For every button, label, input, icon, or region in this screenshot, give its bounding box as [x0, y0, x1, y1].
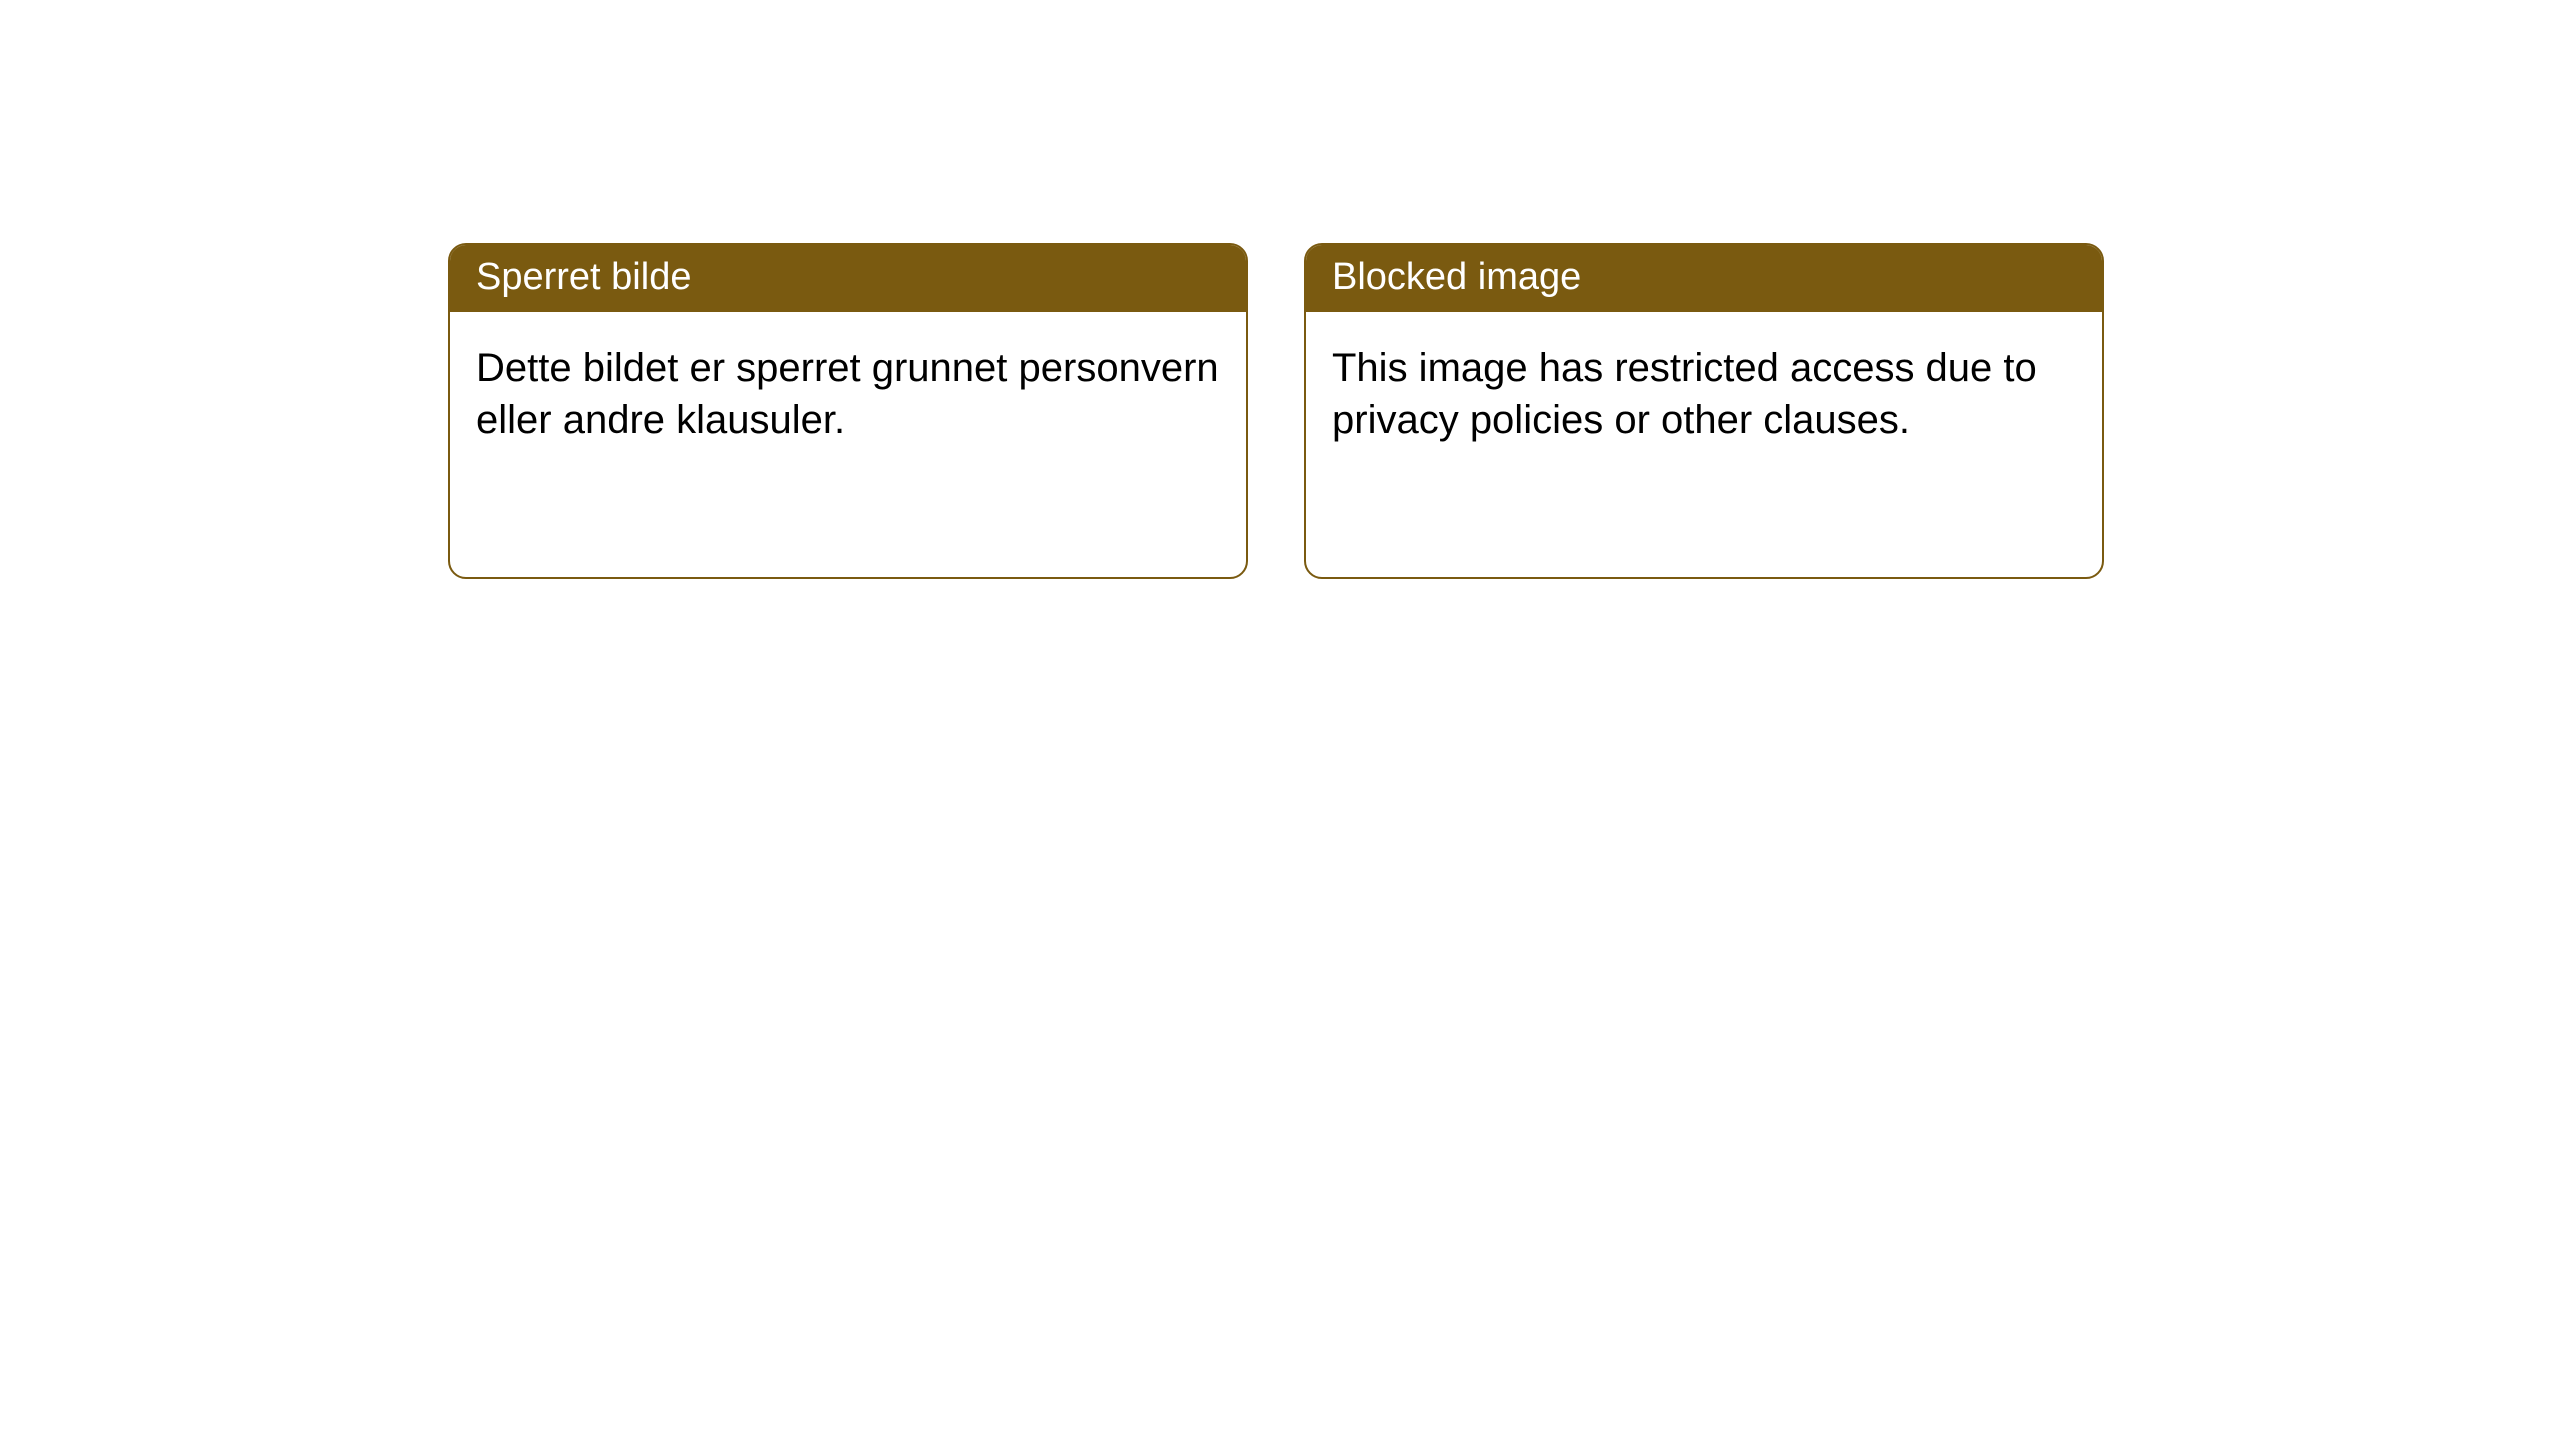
card-body-norwegian: Dette bildet er sperret grunnet personve… [450, 312, 1246, 476]
card-header-english: Blocked image [1306, 245, 2102, 312]
notice-cards-container: Sperret bilde Dette bildet er sperret gr… [0, 0, 2560, 579]
card-message-english: This image has restricted access due to … [1332, 346, 2037, 442]
card-message-norwegian: Dette bildet er sperret grunnet personve… [476, 346, 1219, 442]
blocked-image-card-english: Blocked image This image has restricted … [1304, 243, 2104, 579]
card-body-english: This image has restricted access due to … [1306, 312, 2102, 476]
card-header-norwegian: Sperret bilde [450, 245, 1246, 312]
blocked-image-card-norwegian: Sperret bilde Dette bildet er sperret gr… [448, 243, 1248, 579]
card-title-english: Blocked image [1332, 256, 1581, 298]
card-title-norwegian: Sperret bilde [476, 256, 691, 298]
